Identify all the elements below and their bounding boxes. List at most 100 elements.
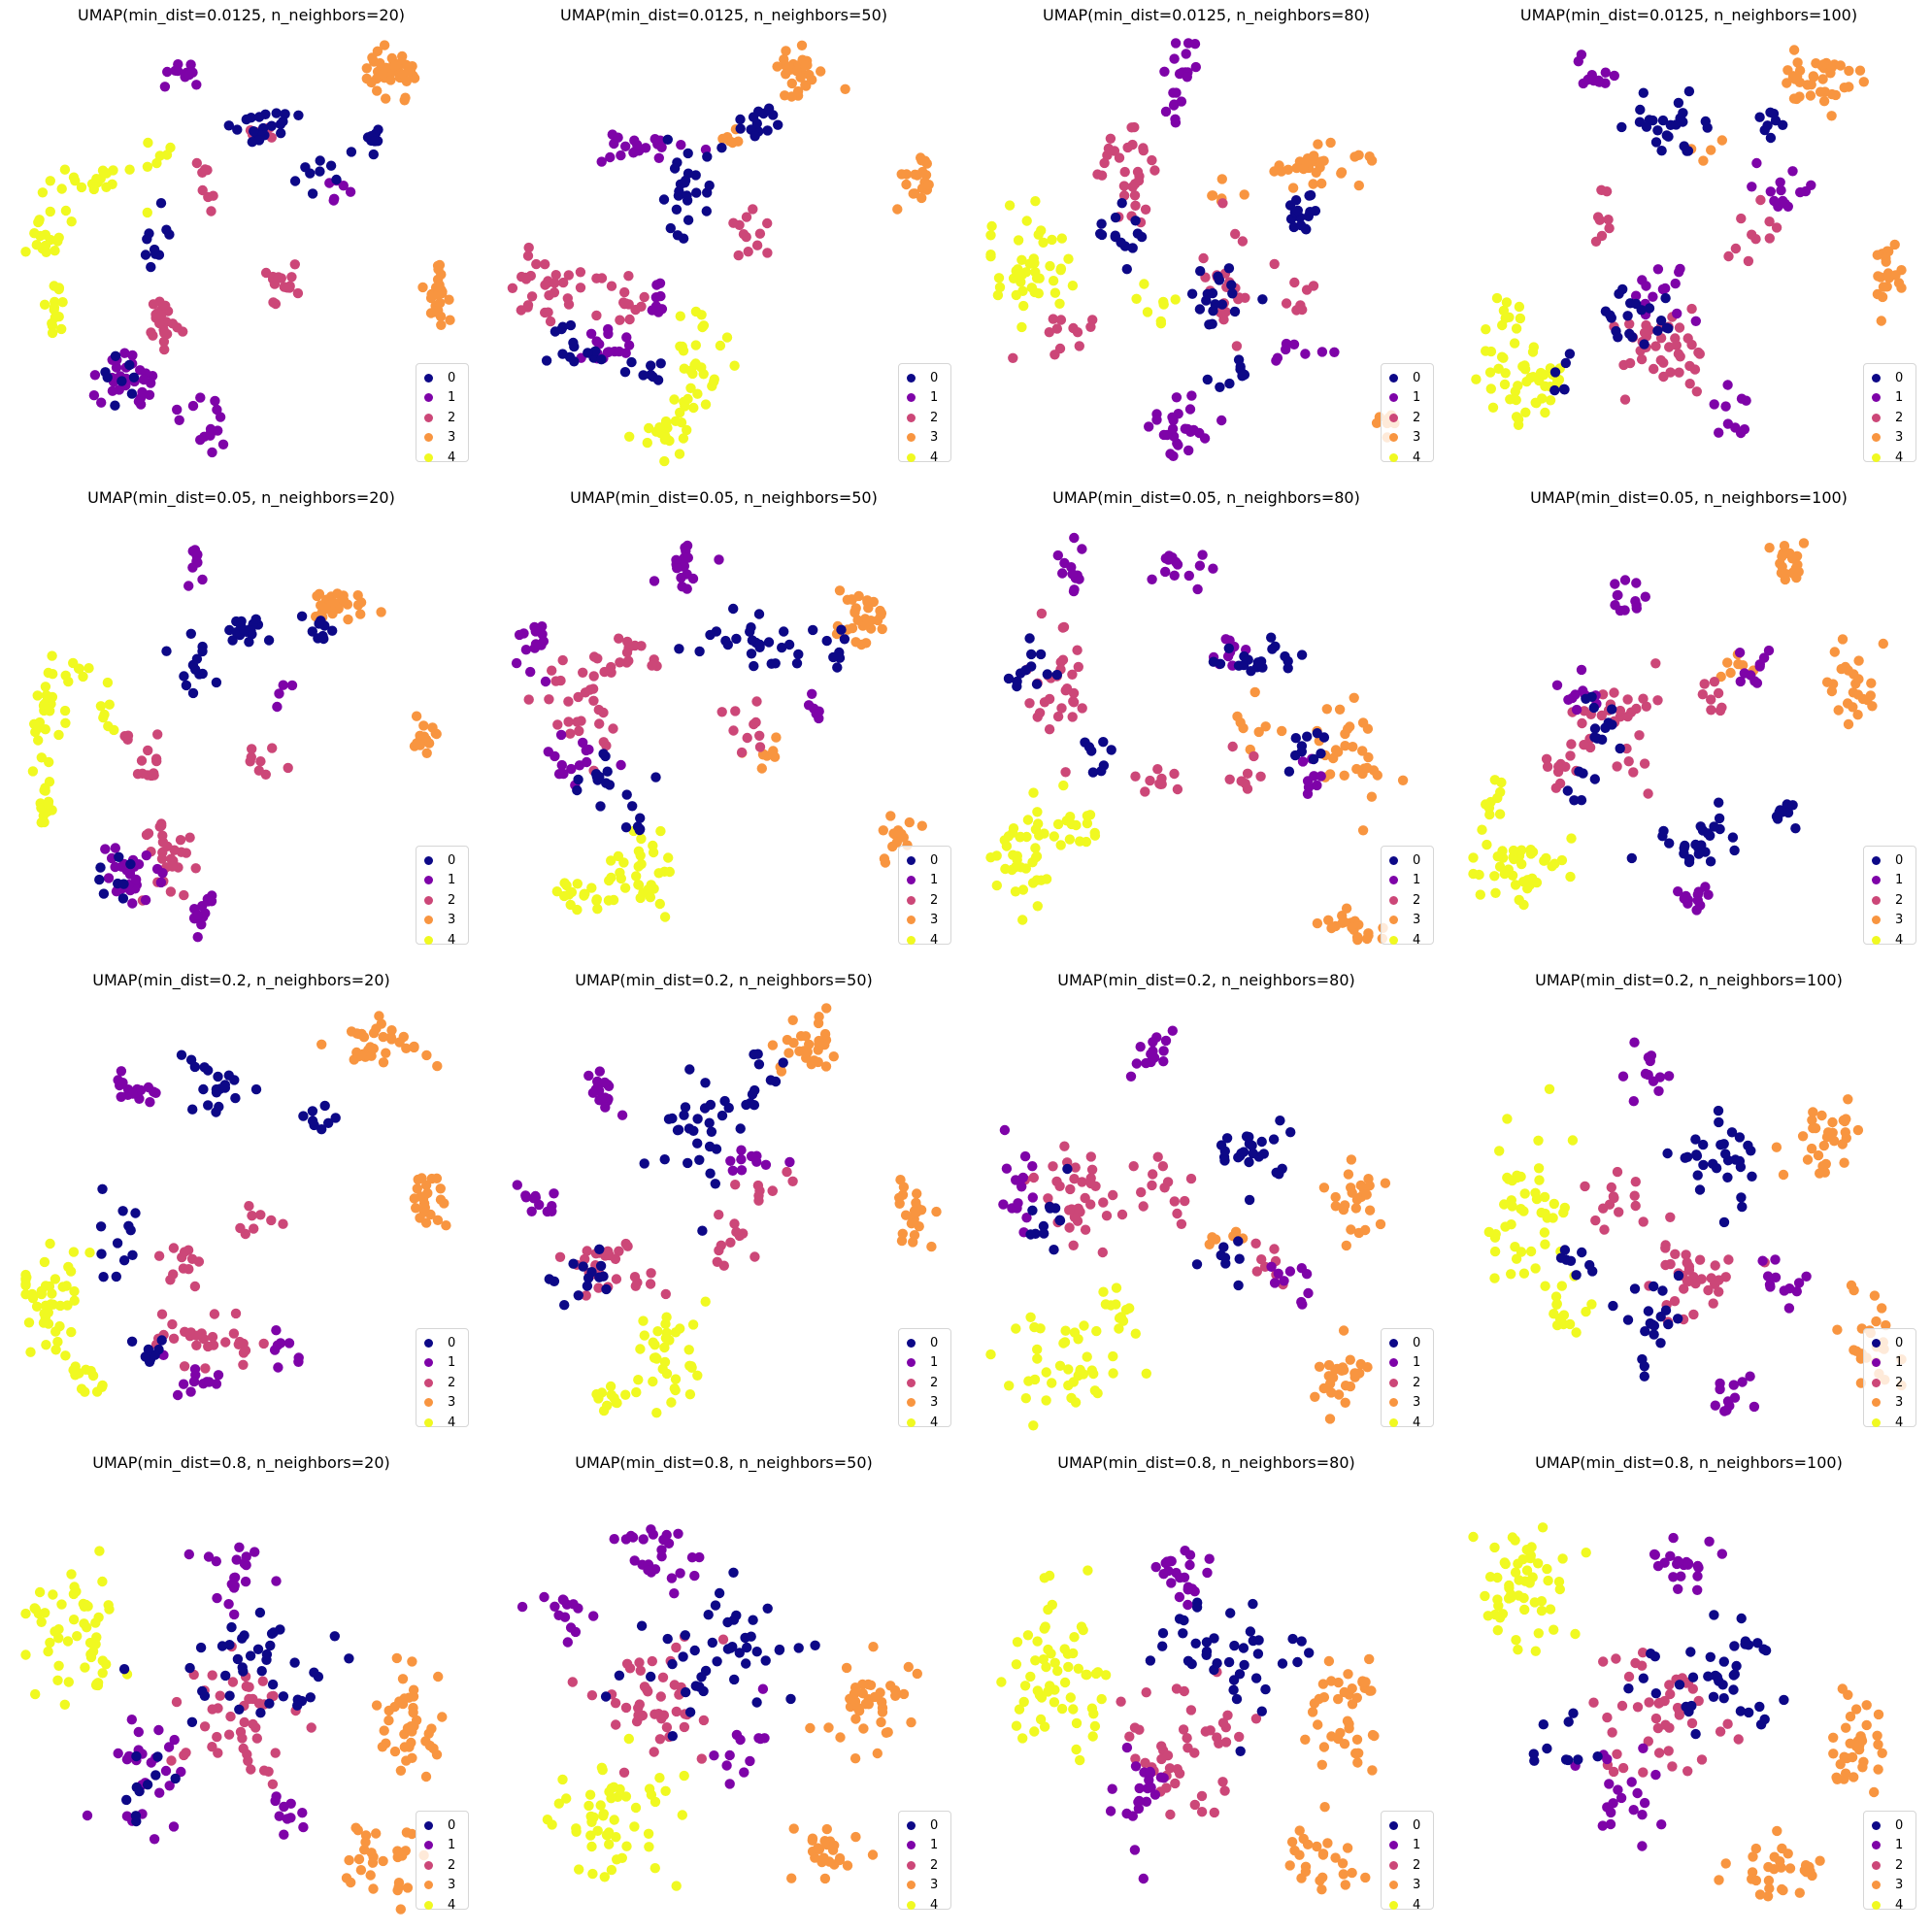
scatter-point-class-4 <box>1100 1670 1112 1681</box>
scatter-point-class-0 <box>711 1144 722 1154</box>
legend-marker-icon <box>424 1417 433 1427</box>
scatter-point-class-4 <box>142 207 152 218</box>
scatter-point-class-0 <box>1304 1648 1315 1658</box>
legend-entry: 2 <box>1872 1373 1915 1393</box>
scatter-point-class-1 <box>240 1576 251 1587</box>
scatter-point-class-3 <box>877 623 887 635</box>
scatter-point-class-0 <box>1190 1638 1201 1649</box>
scatter-point-class-1 <box>1183 1599 1193 1611</box>
scatter-point-class-2 <box>1044 724 1055 735</box>
scatter-point-class-4 <box>700 1296 711 1307</box>
scatter-point-class-0 <box>583 348 593 358</box>
scatter-point-class-4 <box>1018 300 1029 312</box>
scatter-point-class-3 <box>1347 1699 1358 1710</box>
scatter-point-class-3 <box>401 1043 412 1053</box>
scatter-point-class-2 <box>1196 1807 1208 1817</box>
scatter-point-class-1 <box>550 750 560 762</box>
scatter-point-class-3 <box>1845 1738 1855 1749</box>
scatter-point-class-2 <box>162 841 173 851</box>
scatter-point-class-4 <box>1155 316 1166 327</box>
scatter-point-class-1 <box>110 861 120 873</box>
scatter-point-class-2 <box>606 281 617 291</box>
scatter-point-class-3 <box>1849 1772 1859 1782</box>
scatter-point-class-1 <box>1107 1783 1117 1794</box>
legend-entry: 3 <box>1872 1876 1915 1896</box>
scatter-point-class-1 <box>648 1529 658 1540</box>
scatter-point-class-4 <box>1533 1163 1545 1174</box>
legend-marker-icon <box>1872 916 1881 925</box>
scatter-point-class-3 <box>912 1207 922 1217</box>
legend-marker-icon <box>424 895 433 905</box>
scatter-point-class-1 <box>1160 1035 1172 1047</box>
scatter-point-class-1 <box>1208 563 1218 574</box>
scatter-point-class-1 <box>676 140 686 150</box>
scatter-point-class-4 <box>1108 1350 1118 1362</box>
scatter-point-class-2 <box>1136 1186 1147 1198</box>
scatter-point-class-1 <box>1019 1150 1031 1162</box>
scatter-point-class-1 <box>514 629 525 641</box>
scatter-point-class-0 <box>1277 1658 1288 1669</box>
scatter-point-class-3 <box>1340 1880 1350 1890</box>
scatter-point-class-4 <box>1511 323 1522 334</box>
scatter-point-class-0 <box>128 372 140 383</box>
scatter-point-class-2 <box>1126 122 1137 133</box>
scatter-point-class-2 <box>752 1180 764 1191</box>
scatter-point-class-2 <box>1069 1212 1081 1222</box>
scatter-point-class-3 <box>1326 922 1337 934</box>
scatter-point-class-2 <box>153 1250 165 1261</box>
scatter-point-class-3 <box>1363 930 1374 941</box>
scatter-point-class-3 <box>1313 1719 1323 1730</box>
scatter-point-class-4 <box>1509 338 1520 349</box>
scatter-point-class-0 <box>774 1645 784 1655</box>
scatter-point-class-1 <box>1673 1583 1683 1594</box>
scatter-point-class-4 <box>1071 1717 1083 1729</box>
scatter-point-class-2 <box>1255 771 1266 782</box>
scatter-point-class-3 <box>906 1716 916 1728</box>
scatter-point-class-0 <box>1589 732 1600 743</box>
scatter-point-class-3 <box>912 1668 922 1680</box>
scatter-point-class-4 <box>1548 1213 1558 1223</box>
scatter-point-class-3 <box>356 1050 367 1061</box>
scatter-point-class-0 <box>1201 1646 1213 1657</box>
scatter-point-class-1 <box>1783 1303 1795 1314</box>
scatter-point-class-4 <box>53 283 64 295</box>
scatter-point-class-0 <box>1737 1201 1748 1213</box>
scatter-point-class-4 <box>608 894 619 906</box>
scatter-point-class-3 <box>378 1031 388 1043</box>
scatter-point-class-3 <box>876 608 887 618</box>
scatter-point-class-0 <box>1202 374 1213 385</box>
scatter-point-class-2 <box>1723 250 1734 262</box>
scatter-point-class-3 <box>352 1825 363 1836</box>
legend-label: 2 <box>930 892 939 908</box>
scatter-point-class-1 <box>1302 788 1314 799</box>
scatter-point-class-4 <box>1510 880 1521 890</box>
scatter-point-class-3 <box>437 1712 448 1722</box>
scatter-point-class-1 <box>623 340 635 350</box>
scatter-point-class-4 <box>1482 1611 1493 1621</box>
scatter-point-class-3 <box>436 319 447 330</box>
scatter-point-class-4 <box>1028 1420 1039 1431</box>
scatter-point-class-3 <box>1336 168 1347 179</box>
scatter-point-class-4 <box>651 1353 662 1364</box>
scatter-point-class-4 <box>1545 395 1556 406</box>
scatter-point-class-4 <box>1114 1323 1124 1334</box>
scatter-point-class-1 <box>724 1779 735 1789</box>
scatter-point-class-3 <box>849 1753 861 1764</box>
scatter-point-class-0 <box>1223 1656 1235 1668</box>
scatter-point-class-3 <box>401 76 412 87</box>
scatter-point-class-0 <box>1020 665 1031 676</box>
scatter-point-class-0 <box>565 319 577 331</box>
legend-entry: 3 <box>424 1393 468 1414</box>
scatter-point-class-1 <box>1626 1777 1637 1787</box>
scatter-point-class-0 <box>1698 1159 1709 1171</box>
scatter-point-class-4 <box>1547 861 1557 872</box>
scatter-point-class-1 <box>1630 290 1642 301</box>
scatter-point-class-2 <box>1694 349 1705 359</box>
legend-marker-icon <box>1389 1378 1398 1387</box>
scatter-point-class-1 <box>1013 1198 1023 1209</box>
scatter-point-class-1 <box>183 581 194 591</box>
scatter-point-class-3 <box>1357 717 1369 728</box>
scatter-point-class-4 <box>1073 1663 1083 1674</box>
scatter-point-class-4 <box>20 1649 31 1660</box>
